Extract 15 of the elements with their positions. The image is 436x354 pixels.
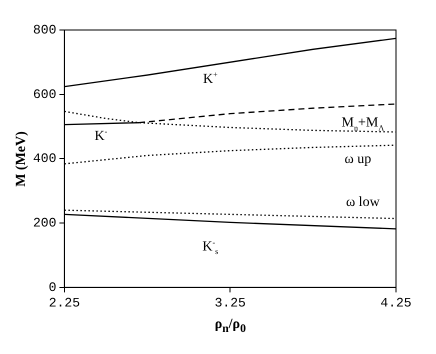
y-tick-label: 600 <box>33 86 56 102</box>
series-label: ω low <box>346 194 380 211</box>
y-tick-label: 400 <box>33 151 56 166</box>
y-tick-label: 0 <box>48 280 56 295</box>
series-label: K$^{-}$ <box>94 126 108 144</box>
x-tick-label: 3.25 <box>214 296 246 311</box>
x-tick-label: 2.25 <box>48 296 80 311</box>
y-tick-label: 800 <box>33 22 56 38</box>
y-axis-title: M (MeV) <box>14 130 30 186</box>
series-label: M$_{n}$+M$_{Λ}$ <box>342 116 384 133</box>
series-label: ω up <box>344 152 372 168</box>
x-axis-title: ρ$_{n}$/ρ$_{0}$ <box>214 317 246 336</box>
x-tick-label: 4.25 <box>380 296 412 311</box>
series-label: K$^{+}$ <box>202 70 218 88</box>
y-tick-label: 200 <box>33 215 56 230</box>
